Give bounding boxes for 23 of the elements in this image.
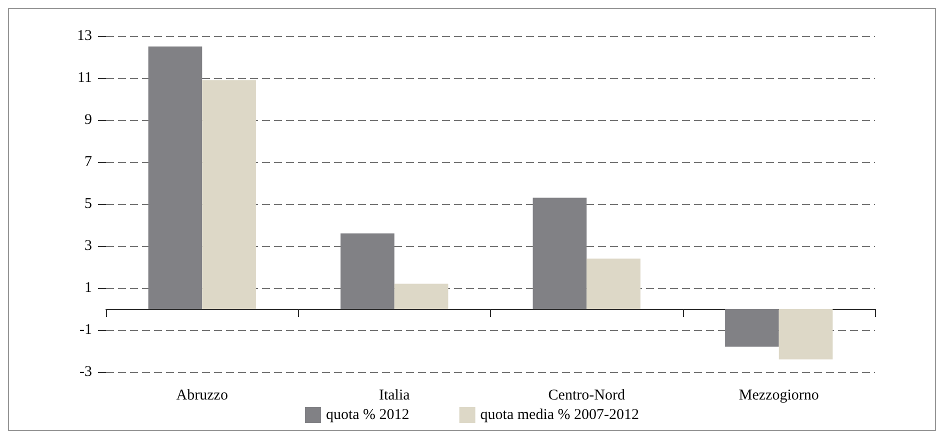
x-tick-label: Mezzogiorno [738,388,819,404]
y-tick-label: 13 [77,28,92,44]
bar [148,46,202,309]
bar [778,309,833,360]
legend-label: quota media % 2007-2012 [480,407,640,423]
y-tick-label: 7 [84,154,92,170]
y-tick-label: 9 [84,112,92,128]
bar [586,258,640,309]
x-tick-label: Abruzzo [176,388,228,404]
bar [394,284,448,309]
bar [532,198,587,309]
y-tick-label: -1 [80,322,92,338]
bar [725,309,779,347]
y-tick-label: 5 [84,196,92,212]
y-tick-label: -3 [80,364,92,380]
y-tick-label: 3 [84,238,92,254]
y-tick-label: 11 [78,70,92,86]
bar [340,233,394,309]
x-tick-label: Centro-Nord [548,388,626,404]
bar [202,80,256,309]
legend-label: quota % 2012 [326,407,410,423]
y-tick-label: 1 [84,280,92,296]
x-tick-label: Italia [378,388,410,404]
